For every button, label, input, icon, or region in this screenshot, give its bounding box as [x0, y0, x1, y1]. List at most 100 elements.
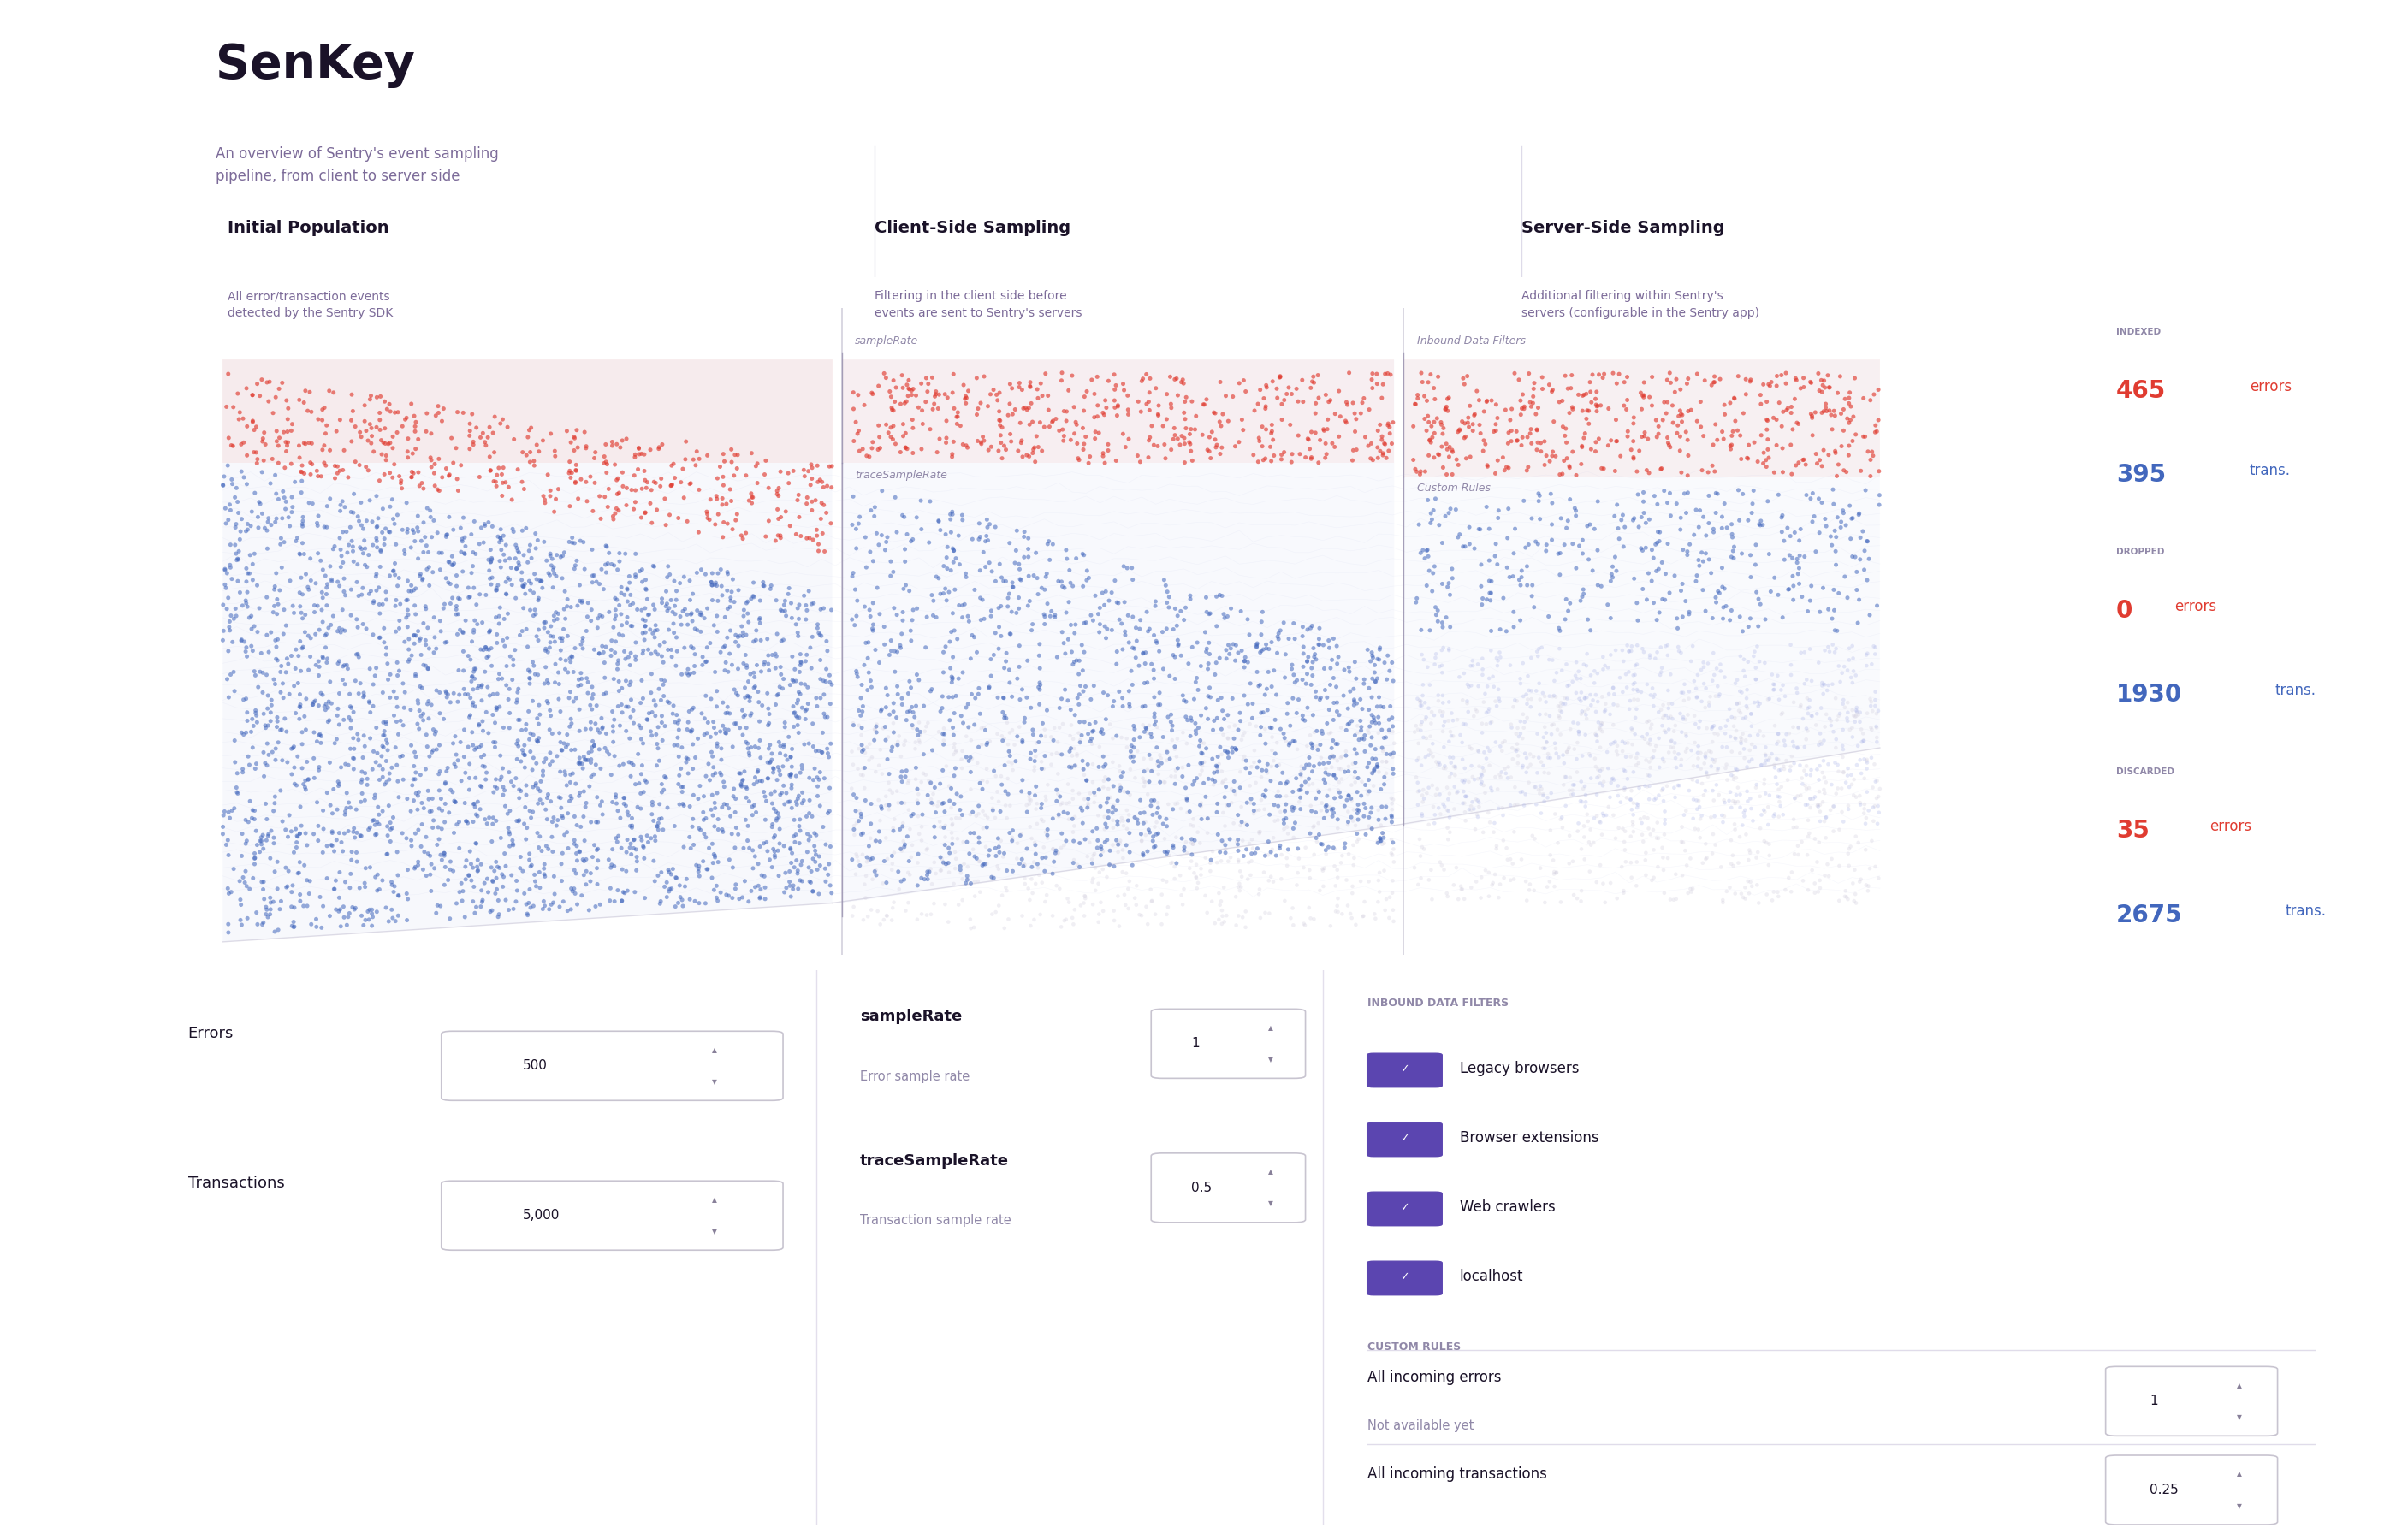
- Point: [1608, 745, 1646, 770]
- Point: [1368, 761, 1406, 785]
- Point: [901, 719, 939, 744]
- Point: [477, 576, 515, 601]
- Point: [927, 852, 966, 876]
- Point: [1723, 730, 1761, 755]
- Point: [898, 804, 937, 829]
- Point: [1519, 721, 1557, 745]
- Point: [1299, 363, 1337, 388]
- Point: [863, 796, 901, 821]
- Point: [604, 752, 642, 776]
- Point: [657, 653, 695, 678]
- Point: [1581, 735, 1620, 759]
- Point: [625, 779, 664, 804]
- Point: [812, 873, 851, 898]
- Point: [496, 765, 534, 790]
- Point: [1016, 744, 1054, 768]
- Point: [534, 624, 573, 648]
- Text: Initial Population: Initial Population: [228, 220, 388, 236]
- Point: [1613, 634, 1651, 659]
- Point: [843, 739, 882, 764]
- Point: [625, 638, 664, 662]
- Point: [1332, 708, 1371, 733]
- Point: [498, 808, 537, 833]
- Point: [462, 773, 501, 798]
- Point: [1598, 371, 1636, 396]
- Point: [204, 802, 242, 827]
- Point: [568, 670, 606, 695]
- Point: [352, 758, 391, 782]
- Point: [688, 444, 726, 468]
- Point: [1260, 621, 1299, 645]
- Point: [1828, 407, 1866, 431]
- Point: [1351, 733, 1390, 758]
- Point: [1351, 795, 1390, 819]
- Point: [728, 736, 767, 761]
- Point: [1663, 579, 1701, 604]
- Point: [1282, 368, 1320, 393]
- Point: [934, 685, 973, 710]
- Point: [597, 825, 635, 850]
- Point: [1593, 565, 1632, 590]
- Point: [561, 784, 599, 809]
- Point: [1124, 812, 1162, 836]
- Point: [1739, 839, 1778, 864]
- Point: [1332, 679, 1371, 704]
- Point: [1339, 765, 1378, 790]
- Point: [400, 691, 438, 716]
- Point: [1601, 816, 1639, 841]
- Point: [1605, 830, 1644, 855]
- Point: [568, 665, 606, 690]
- Point: [1634, 693, 1672, 718]
- Point: [1435, 775, 1474, 799]
- Point: [1541, 807, 1579, 832]
- Point: [877, 705, 915, 730]
- Point: [252, 513, 290, 537]
- Point: [1368, 360, 1406, 385]
- Point: [307, 833, 345, 858]
- Point: [611, 764, 649, 788]
- Point: [477, 865, 515, 890]
- Point: [1416, 702, 1454, 727]
- Point: [479, 902, 518, 927]
- Point: [580, 810, 618, 835]
- Point: [1349, 698, 1387, 722]
- Point: [477, 470, 515, 494]
- Point: [1737, 775, 1775, 799]
- Point: [573, 728, 611, 753]
- Point: [220, 869, 259, 893]
- Point: [1469, 675, 1507, 699]
- Point: [1232, 841, 1270, 865]
- Point: [1751, 782, 1790, 807]
- Point: [772, 762, 810, 787]
- Point: [1222, 864, 1260, 889]
- Point: [218, 604, 256, 628]
- Point: [1696, 721, 1735, 745]
- Point: [1397, 391, 1435, 416]
- Point: [1862, 776, 1900, 801]
- Point: [501, 778, 539, 802]
- Point: [393, 644, 431, 668]
- Point: [1835, 882, 1874, 907]
- Point: [558, 752, 597, 776]
- Point: [1160, 756, 1198, 781]
- Point: [956, 884, 994, 909]
- Point: [465, 807, 503, 832]
- Point: [268, 388, 307, 413]
- Point: [1725, 804, 1763, 829]
- Point: [1265, 799, 1303, 824]
- Point: [589, 541, 628, 565]
- Point: [764, 593, 803, 618]
- Point: [621, 781, 659, 805]
- Point: [1323, 767, 1361, 792]
- Point: [769, 747, 807, 772]
- Point: [211, 805, 249, 830]
- Point: [264, 556, 302, 581]
- Point: [1809, 673, 1847, 698]
- Point: [786, 464, 824, 488]
- Point: [438, 690, 477, 715]
- Point: [1205, 602, 1244, 627]
- Point: [1787, 776, 1826, 801]
- Point: [843, 437, 882, 462]
- Point: [733, 856, 772, 881]
- Point: [963, 799, 1002, 824]
